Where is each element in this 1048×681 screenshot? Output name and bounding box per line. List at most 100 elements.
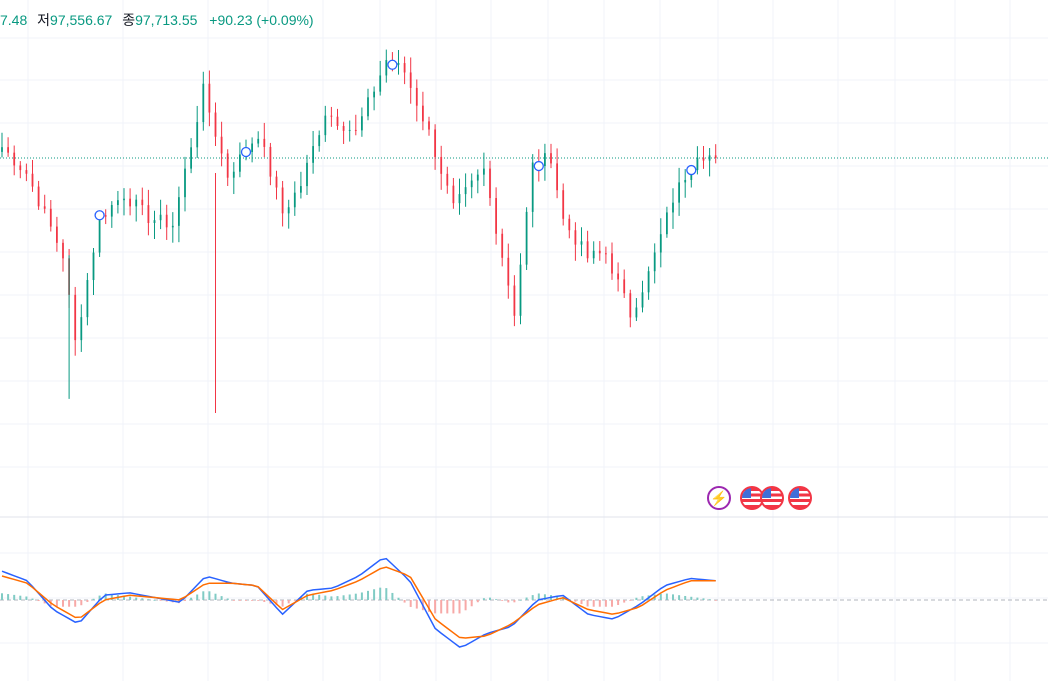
macd-histogram-bar (318, 594, 321, 600)
candle-body (415, 87, 418, 106)
macd-histogram (1, 587, 717, 614)
candle-body (562, 190, 565, 219)
candle-body (666, 212, 668, 235)
macd-histogram-bar (415, 600, 418, 609)
trade-marker[interactable] (533, 160, 544, 172)
macd-histogram-bar (495, 599, 498, 601)
lightning-icon[interactable]: ⚡ (707, 486, 731, 510)
macd-histogram-bar (574, 600, 577, 602)
macd-histogram-bar (37, 600, 40, 602)
candle-body (659, 234, 662, 253)
macd-histogram-bar (531, 595, 534, 600)
candle-body (98, 215, 101, 253)
macd-histogram-bar (385, 588, 388, 600)
candle-body (269, 146, 272, 177)
candle-body (373, 91, 375, 98)
macd-histogram-bar (391, 592, 394, 600)
us-flag-icon[interactable] (760, 486, 784, 510)
candle-body (580, 241, 583, 245)
candle-body (31, 173, 34, 187)
macd-histogram-bar (324, 595, 327, 600)
candle-body (1, 147, 3, 152)
macd-histogram-bar (440, 600, 443, 614)
macd-histogram-bar (592, 600, 595, 607)
candle-body (117, 200, 119, 206)
candle-body (324, 115, 327, 136)
macd-histogram-bar (153, 599, 156, 601)
candle-body (208, 83, 211, 113)
prev-value-fragment: 7.48 (0, 12, 28, 28)
macd-histogram-bar (141, 598, 144, 600)
candle-body (49, 208, 52, 227)
macd-histogram-bar (62, 600, 64, 607)
candle-body (574, 230, 577, 245)
candle-body (379, 75, 382, 92)
candles (1, 49, 717, 413)
candle-body (592, 250, 595, 259)
candle-body (458, 194, 461, 204)
macd-histogram-bar (336, 596, 339, 600)
macd-histogram-bar (184, 600, 186, 601)
candle-body (519, 264, 522, 316)
trade-marker[interactable] (94, 210, 105, 221)
macd-histogram-bar (367, 590, 369, 600)
macd-histogram-bar (306, 593, 308, 600)
candle-body (629, 293, 632, 318)
macd-histogram-bar (123, 595, 125, 600)
candle-body (708, 155, 711, 161)
macd-histogram-bar (19, 595, 22, 600)
candle-body (385, 60, 388, 76)
macd-histogram-bar (293, 600, 296, 601)
macd-histogram-bar (208, 591, 211, 600)
macd-histogram-bar (80, 600, 83, 606)
trade-marker[interactable] (686, 164, 697, 176)
macd-histogram-bar (617, 600, 620, 605)
candle-body (354, 129, 357, 131)
macd-histogram-bar (641, 596, 644, 600)
macd-histogram-bar (238, 600, 241, 601)
candle-body (568, 218, 571, 231)
trade-marker[interactable] (387, 59, 398, 70)
candle-body (342, 126, 345, 131)
macd-histogram-bar (714, 600, 717, 601)
candle-body (714, 155, 717, 158)
macd-histogram-bar (281, 600, 284, 607)
candle-body (434, 129, 436, 157)
macd-histogram-bar (25, 596, 28, 600)
macd-histogram-bar (379, 587, 382, 600)
candle-body (470, 180, 473, 188)
macd-histogram-bar (275, 600, 278, 606)
macd-histogram-bar (458, 600, 461, 614)
macd-histogram-bar (397, 597, 400, 600)
candle-body (647, 271, 650, 293)
macd-histogram-bar (373, 589, 376, 600)
candle-body (422, 105, 424, 122)
macd-histogram-bar (525, 597, 528, 600)
macd-histogram-bar (672, 594, 674, 600)
candle-body (452, 185, 455, 204)
candle-body (641, 292, 644, 308)
macd-histogram-bar (519, 599, 522, 601)
candle-body (501, 233, 504, 258)
trade-marker[interactable] (240, 146, 252, 158)
macd-histogram-bar (7, 594, 10, 600)
candle-body (550, 153, 552, 164)
macd-histogram-bar (104, 593, 107, 600)
candle-body (623, 279, 626, 294)
macd-histogram-bar (464, 600, 467, 611)
macd-histogram-bar (556, 595, 559, 600)
macd-histogram-bar (354, 593, 357, 600)
ohlc-legend: 7.48 저97,556.67 종97,713.55 +90.23 (+0.09… (0, 10, 314, 30)
candle-body (300, 186, 302, 193)
us-flag-icon[interactable] (788, 486, 812, 510)
macd-histogram-bar (202, 591, 205, 600)
candle-body (556, 163, 558, 191)
candle-body (495, 198, 497, 234)
candle-body (312, 146, 314, 163)
candle-body (202, 83, 205, 123)
candle-body (287, 207, 290, 214)
macd-histogram-bar (342, 595, 345, 600)
candle-body (123, 198, 125, 201)
candle-body (80, 317, 83, 341)
